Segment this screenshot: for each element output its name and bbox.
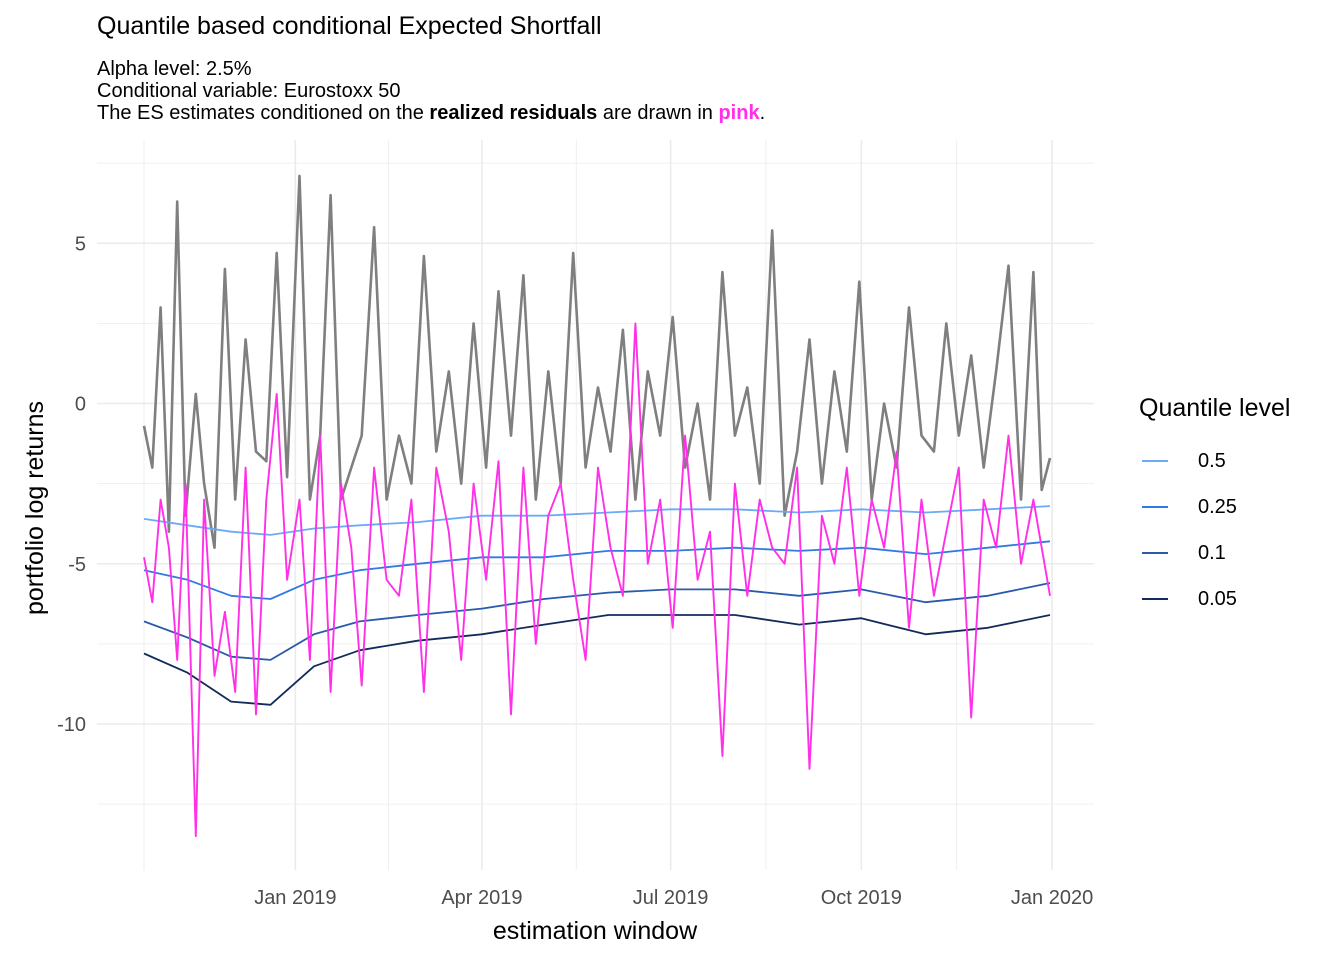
- subtitle-description: The ES estimates conditioned on the real…: [97, 101, 765, 125]
- y-tick-label: 0: [75, 394, 86, 416]
- subtitle-alpha: Alpha level: 2.5%: [97, 58, 252, 80]
- legend-swatch: [1142, 552, 1168, 554]
- series-line-q0-1: [143, 582, 1051, 661]
- x-tick-label: Jul 2019: [633, 887, 709, 909]
- y-tick-label: -10: [57, 714, 86, 736]
- subtitle-conditional-variable: Conditional variable: Eurostoxx 50: [97, 80, 401, 102]
- x-tick-label: Apr 2019: [441, 887, 522, 909]
- subtitle-text-post: .: [759, 102, 766, 124]
- legend-swatch: [1142, 506, 1168, 508]
- series-line-returns: [142, 174, 1052, 550]
- legend-label: 0.05: [1198, 587, 1237, 610]
- series-line-es_realized: [143, 322, 1051, 838]
- subtitle-bold-text: realized residuals: [429, 102, 598, 124]
- legend-item: 0.5: [1142, 449, 1226, 473]
- axis-labels: 5 0 -5 -10 Jan 2019 Apr 2019 Jul 2019 Oct 2019 J…: [21, 233, 1093, 945]
- legend-label: 0.1: [1198, 541, 1226, 564]
- y-tick-label: 5: [75, 233, 86, 255]
- legend-label: 0.5: [1198, 449, 1226, 472]
- series-line-q0-05: [143, 614, 1051, 706]
- subtitle-text-mid: are drawn in: [597, 102, 719, 124]
- legend-swatch: [1142, 598, 1168, 600]
- series-line-q0-5: [143, 505, 1051, 536]
- y-tick-label: -5: [68, 554, 86, 576]
- x-tick-label: Oct 2019: [821, 887, 902, 909]
- legend-item: 0.05: [1142, 587, 1237, 611]
- legend-swatch: [1142, 460, 1168, 462]
- x-axis-title: estimation window: [493, 917, 698, 945]
- x-tick-label: Jan 2020: [1011, 887, 1093, 909]
- legend-title: Quantile level: [1139, 394, 1291, 422]
- grid-lines: [97, 140, 1094, 870]
- chart-title: Quantile based conditional Expected Shor…: [97, 12, 602, 40]
- legend-item: 0.25: [1142, 495, 1237, 519]
- subtitle-text-pre: The ES estimates conditioned on the: [97, 102, 430, 124]
- legend-item: 0.1: [1142, 541, 1226, 565]
- data-lines: [142, 174, 1052, 838]
- x-tick-label: Jan 2019: [254, 887, 336, 909]
- legend-label: 0.25: [1198, 495, 1237, 518]
- y-axis-title: portfolio log returns: [21, 401, 49, 615]
- subtitle-pink-text: pink: [718, 102, 760, 124]
